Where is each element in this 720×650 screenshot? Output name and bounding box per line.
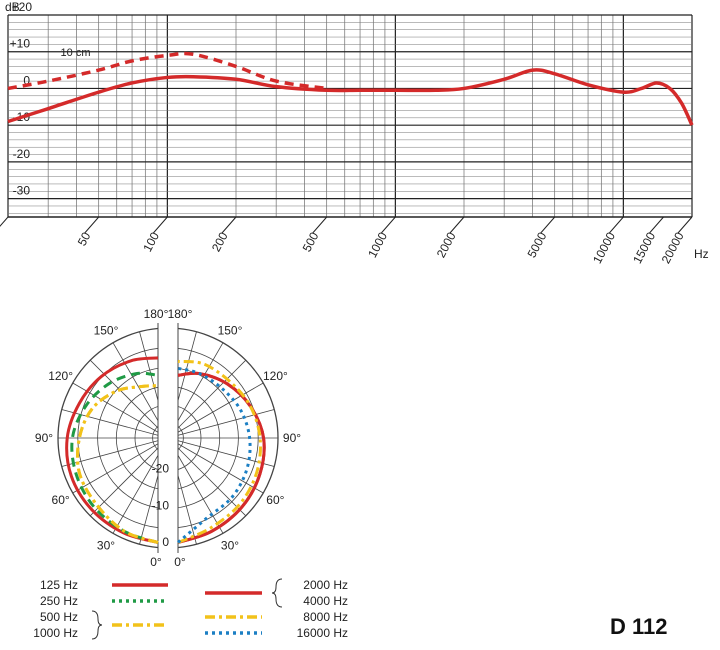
grid: [7, 14, 693, 218]
legend-label: 250 Hz: [40, 594, 78, 608]
polar-angle-label: 150°: [94, 324, 119, 338]
polar-radial-label: -20: [152, 462, 170, 476]
polar-angle-label: 30°: [221, 538, 239, 552]
legend-label: 1000 Hz: [33, 626, 78, 640]
polar-angle-label: 90°: [35, 431, 53, 445]
polar-angle-label: 180°: [144, 307, 169, 321]
polar-series-left: [75, 384, 159, 544]
y-tick-label: +10: [10, 37, 31, 51]
y-tick-label: -30: [13, 184, 31, 198]
x-tick-mark: [0, 216, 9, 227]
y-axis-label: dB: [5, 0, 20, 14]
legend-label: 125 Hz: [40, 578, 78, 592]
polar-angle-label: 150°: [218, 324, 243, 338]
x-tick-mark: [608, 216, 624, 234]
legend-label: 8000 Hz: [303, 610, 348, 624]
series-line-response: [7, 68, 694, 126]
legend-brace: [271, 578, 283, 608]
y-tick-label: -20: [13, 147, 31, 161]
polar-angle-label: 0°: [174, 555, 186, 569]
polar-radial-label: 0: [162, 535, 169, 549]
x-tick-mark: [380, 216, 396, 234]
polar-angle-label: 0°: [150, 555, 162, 569]
series-line-near-field: [7, 51, 327, 91]
polar-angle-label: 120°: [263, 369, 288, 383]
x-tick-mark: [312, 216, 328, 234]
x-axis-label: Hz: [694, 247, 709, 261]
legend-label: 16000 Hz: [297, 626, 348, 640]
x-tick-mark: [540, 216, 556, 234]
polar-angle-label: 60°: [266, 493, 284, 507]
legend-brace: [91, 610, 103, 640]
polar-series-right: [177, 371, 266, 544]
annotation-10cm: 10 cm: [61, 47, 91, 59]
polar-spoke: [72, 437, 169, 494]
legend-label: 4000 Hz: [303, 594, 348, 608]
polar-spoke: [167, 437, 247, 517]
polar-angle-label: 120°: [48, 369, 73, 383]
model-name: D 112: [610, 614, 668, 639]
polar-spoke: [72, 382, 169, 439]
polar-spoke: [167, 437, 275, 467]
x-tick-mark: [449, 216, 465, 234]
x-tick-mark: [221, 216, 237, 234]
x-tick-mark: [649, 216, 664, 234]
polar-spoke: [167, 382, 264, 439]
y-tick-label: +20: [12, 0, 33, 14]
polar-angle-label: 60°: [52, 493, 70, 507]
polar-spoke: [167, 359, 247, 439]
polar-split: [158, 320, 178, 556]
x-tick-mark: [84, 216, 100, 234]
polar-spoke: [167, 437, 264, 494]
legend-label: 2000 Hz: [303, 578, 348, 592]
polar-spoke: [61, 437, 169, 467]
polar-radial-label: -10: [152, 498, 170, 512]
x-tick-mark: [152, 216, 168, 234]
polar-series-right: [177, 359, 262, 544]
polar-series-right: [177, 366, 252, 544]
x-tick-label: 50: [75, 230, 94, 249]
legend-label: 500 Hz: [40, 610, 78, 624]
polar-spoke: [89, 437, 169, 517]
polar-grid: [57, 320, 279, 556]
x-tick-mark: [677, 216, 693, 234]
polar-angle-label: 90°: [283, 431, 301, 445]
polar-series-left: [65, 356, 159, 544]
polar-angle-label: 180°: [168, 307, 193, 321]
y-tick-label: 0: [23, 73, 30, 87]
polar-angle-label: 30°: [97, 538, 115, 552]
